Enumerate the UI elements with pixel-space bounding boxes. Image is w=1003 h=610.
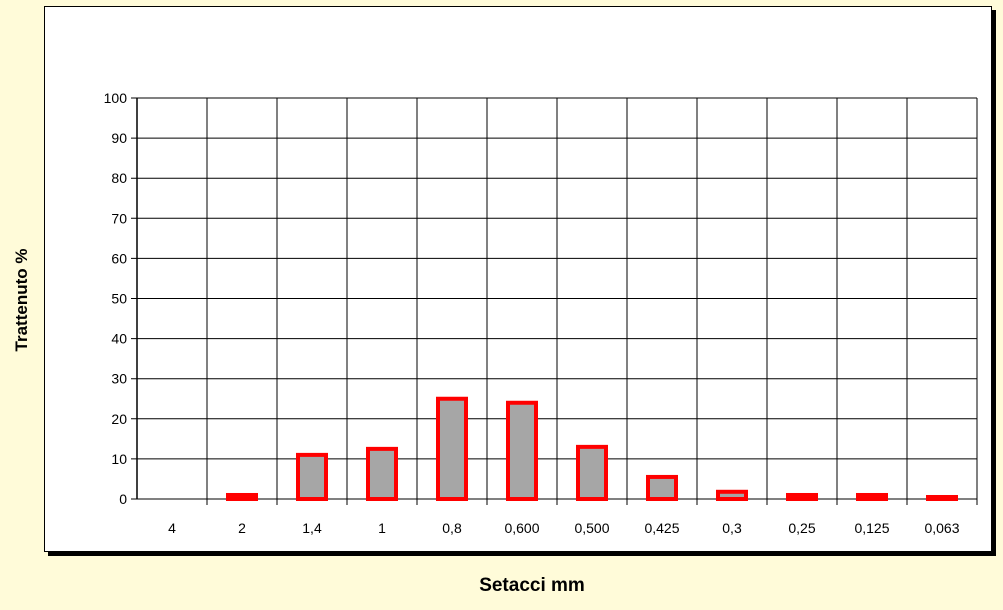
bar (646, 474, 678, 502)
x-tick-label: 1,4 (302, 520, 322, 536)
bar (856, 492, 888, 501)
y-tick-label: 10 (111, 451, 127, 467)
bar (926, 494, 958, 501)
bar (296, 452, 328, 502)
y-tick-label: 40 (111, 331, 127, 347)
bar (786, 492, 818, 501)
bar (716, 489, 748, 502)
x-tick-label: 0,25 (788, 520, 815, 536)
y-tick-label: 100 (104, 90, 128, 106)
y-tick-label: 90 (111, 130, 127, 146)
y-tick-label: 60 (111, 250, 127, 266)
x-tick-label: 1 (378, 520, 386, 536)
y-tick-label: 70 (111, 210, 127, 226)
y-tick-label: 80 (111, 170, 127, 186)
x-tick-label: 0,500 (574, 520, 609, 536)
bar (506, 400, 538, 502)
x-axis-label: Setacci mm (479, 575, 585, 596)
x-tick-label: 2 (238, 520, 246, 536)
x-tick-label: 0,425 (644, 520, 679, 536)
y-tick-label: 50 (111, 291, 127, 307)
bar (366, 446, 398, 501)
y-tick-label: 20 (111, 411, 127, 427)
x-tick-label: 0,8 (442, 520, 462, 536)
x-tick-label: 0,125 (854, 520, 889, 536)
y-tick-label: 0 (119, 491, 127, 507)
bar (436, 396, 468, 501)
x-tick-label: 0,600 (504, 520, 539, 536)
y-tick-label: 30 (111, 371, 127, 387)
y-axis-label: Trattenuto % (12, 248, 31, 352)
bar (226, 492, 258, 501)
x-tick-label: 0,3 (722, 520, 742, 536)
bar (576, 444, 608, 501)
x-tick-label: 4 (168, 520, 176, 536)
x-tick-label: 0,063 (924, 520, 959, 536)
